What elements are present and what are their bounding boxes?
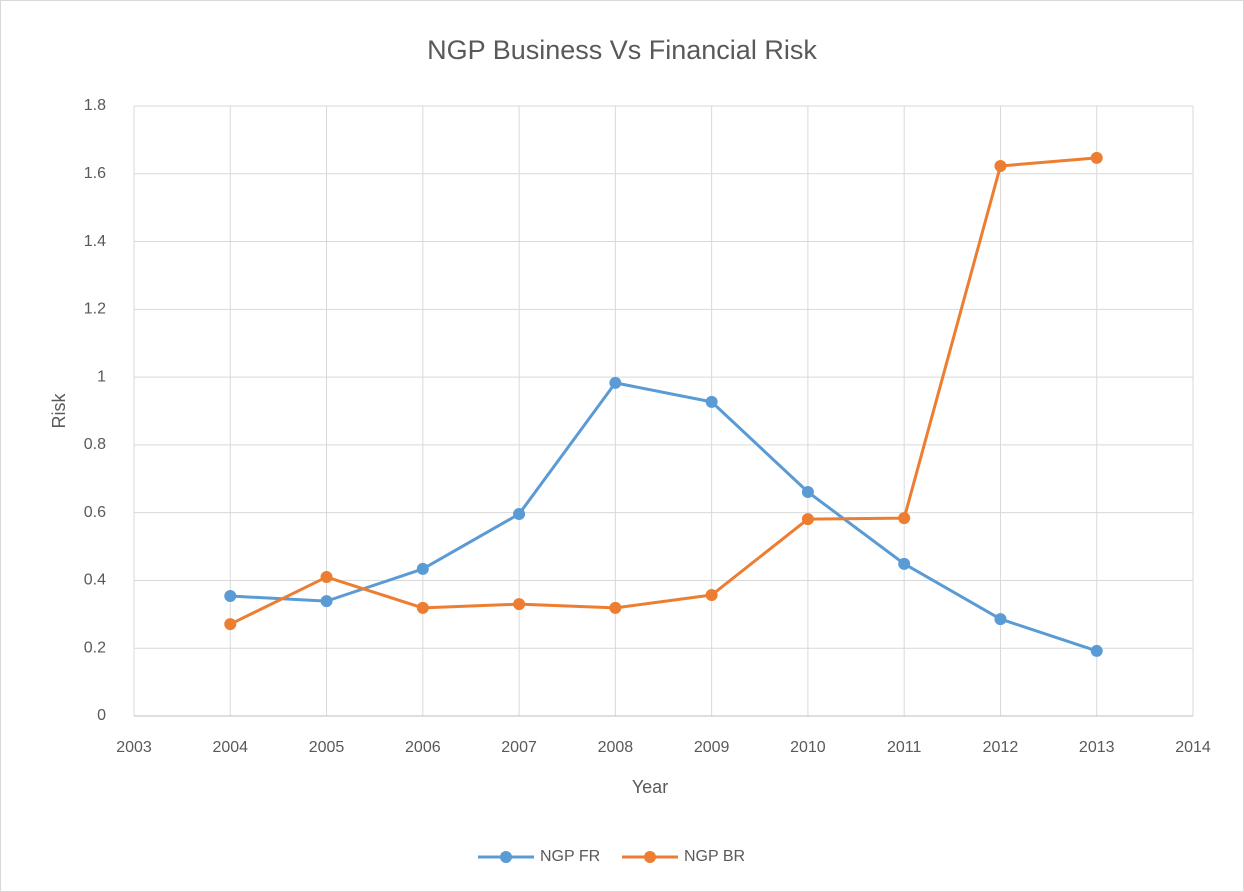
data-point (1090, 644, 1103, 657)
data-point (609, 601, 622, 614)
y-tick-label: 0 (97, 707, 106, 724)
x-tick-label: 2007 (501, 739, 537, 756)
legend-marker (644, 851, 656, 863)
data-point (1090, 151, 1103, 164)
data-point (513, 598, 526, 611)
x-tick-label: 2006 (405, 739, 441, 756)
data-point (513, 508, 526, 521)
data-point (994, 159, 1007, 172)
x-tick-label: 2003 (116, 739, 152, 756)
data-point (416, 562, 429, 575)
data-point (898, 512, 911, 525)
x-tick-label: 2013 (1079, 739, 1115, 756)
y-tick-label: 1.4 (84, 233, 106, 250)
x-tick-label: 2004 (212, 739, 248, 756)
x-tick-label: 2010 (790, 739, 826, 756)
data-point (994, 613, 1007, 626)
data-point (705, 395, 718, 408)
series-line (229, 156, 1097, 626)
y-tick-label: 0.4 (84, 572, 106, 589)
y-tick-label: 1.8 (84, 97, 106, 114)
y-tick-label: 1.6 (84, 165, 106, 182)
data-point (320, 571, 333, 584)
x-tick-label: 2005 (309, 739, 345, 756)
y-tick-label: 1 (97, 368, 106, 385)
y-tick-label: 0.6 (84, 504, 106, 521)
chart-title: NGP Business Vs Financial Risk (427, 35, 817, 65)
x-tick-label: 2008 (598, 739, 634, 756)
legend-marker (500, 851, 512, 863)
legend-label: NGP BR (684, 848, 745, 865)
data-point (801, 485, 814, 498)
y-tick-label: 0.8 (84, 436, 106, 453)
y-axis-label: Risk (49, 393, 69, 429)
x-tick-label: 2014 (1175, 739, 1211, 756)
data-point (320, 595, 333, 608)
data-point (898, 557, 911, 570)
legend-label: NGP FR (540, 848, 600, 865)
data-point (609, 376, 622, 389)
x-axis-label: Year (632, 777, 668, 797)
data-point (224, 590, 237, 603)
y-tick-label: 0.2 (84, 639, 106, 656)
x-tick-label: 2012 (983, 739, 1019, 756)
x-tick-label: 2009 (694, 739, 730, 756)
data-point (705, 589, 718, 602)
y-tick-label: 1.2 (84, 301, 106, 318)
data-point (224, 618, 237, 631)
x-tick-label: 2011 (887, 739, 922, 756)
data-point (416, 601, 429, 614)
data-point (801, 513, 814, 526)
series-line (230, 381, 1098, 653)
